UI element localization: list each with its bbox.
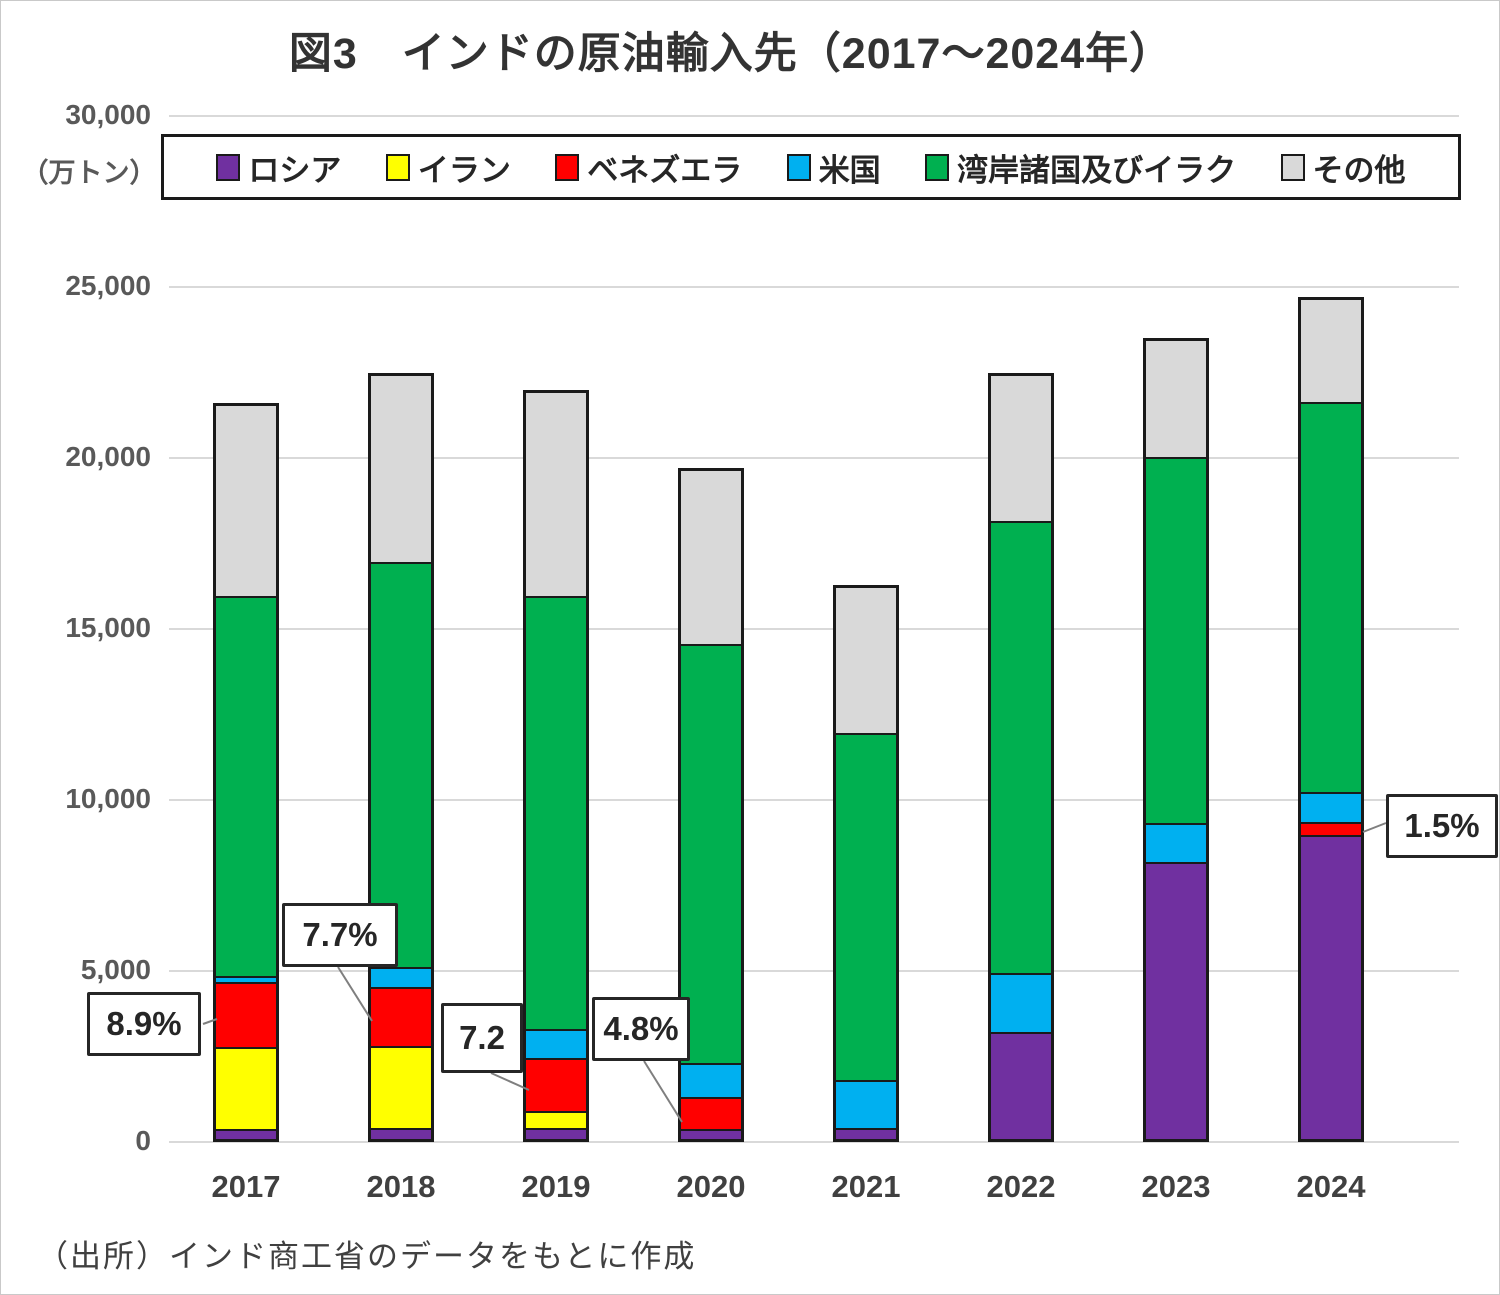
segment-venezuela-2024 bbox=[1301, 822, 1361, 836]
legend-item-others: その他 bbox=[1280, 145, 1406, 190]
legend-label-us: 米国 bbox=[818, 152, 881, 188]
bar-2018 bbox=[368, 372, 434, 1142]
y-tick-label-5000: 5,000 bbox=[80, 954, 151, 985]
legend-item-iran: イラン bbox=[385, 145, 511, 190]
gridline-15000 bbox=[169, 628, 1459, 630]
segment-iran-2019 bbox=[526, 1111, 586, 1129]
segment-iran-2017 bbox=[216, 1047, 276, 1129]
x-tick-label-2018: 2018 bbox=[366, 1169, 436, 1204]
segment-us-2018 bbox=[371, 966, 431, 987]
gridline-10000 bbox=[169, 799, 1459, 801]
legend-item-us: 米国 bbox=[786, 145, 881, 190]
segment-gulf_iraq-2018 bbox=[371, 562, 431, 967]
segment-us-2020 bbox=[681, 1063, 741, 1098]
segment-us-2017 bbox=[216, 976, 276, 983]
segment-russia-2019 bbox=[526, 1128, 586, 1139]
y-axis-unit-label: （万トン） bbox=[21, 158, 157, 188]
segment-gulf_iraq-2019 bbox=[526, 596, 586, 1029]
callout-2020-ベネズエラ: 4.8% bbox=[592, 997, 690, 1061]
segment-gulf_iraq-2023 bbox=[1146, 456, 1206, 824]
legend-item-russia: ロシア bbox=[216, 145, 341, 190]
segment-others-2018 bbox=[371, 375, 431, 563]
x-tick-label-2021: 2021 bbox=[831, 1169, 901, 1204]
y-tick-label-25000: 25,000 bbox=[65, 270, 151, 301]
segment-others-2017 bbox=[216, 406, 276, 597]
segment-us-2023 bbox=[1146, 823, 1206, 863]
y-tick-label-30000: 30,000 bbox=[65, 99, 151, 130]
source-note: （出所）インド商工省のデータをもとに作成 bbox=[37, 1239, 697, 1274]
legend-swatch-others bbox=[1280, 153, 1305, 181]
segment-gulf_iraq-2017 bbox=[216, 596, 276, 977]
segment-others-2023 bbox=[1146, 341, 1206, 457]
y-tick-label-10000: 10,000 bbox=[65, 783, 151, 814]
segment-russia-2023 bbox=[1146, 862, 1206, 1139]
legend: ロシア イラン ベネズエラ 米国 湾岸諸国及びイラク その他 bbox=[161, 134, 1461, 200]
segment-others-2022 bbox=[991, 375, 1051, 522]
bar-2022 bbox=[988, 372, 1054, 1142]
gridline-30000 bbox=[169, 115, 1459, 117]
segment-us-2022 bbox=[991, 972, 1051, 1033]
segment-russia-2020 bbox=[681, 1129, 741, 1139]
callout-2017-ベネズエラ: 8.9% bbox=[87, 992, 201, 1056]
segment-venezuela-2018 bbox=[371, 986, 431, 1046]
y-tick-label-15000: 15,000 bbox=[65, 612, 151, 643]
legend-swatch-us bbox=[786, 153, 811, 181]
bar-2023 bbox=[1143, 338, 1209, 1142]
legend-label-gulf_iraq: 湾岸諸国及びイラク bbox=[957, 152, 1237, 188]
x-tick-label-2022: 2022 bbox=[986, 1169, 1056, 1204]
callout-2024-ベネズエラ: 1.5% bbox=[1386, 794, 1498, 858]
gridline-0 bbox=[169, 1141, 1459, 1143]
segment-others-2021 bbox=[836, 587, 896, 733]
gridline-20000 bbox=[169, 457, 1459, 459]
bar-2021 bbox=[833, 584, 899, 1142]
segment-gulf_iraq-2021 bbox=[836, 733, 896, 1080]
legend-swatch-gulf_iraq bbox=[925, 153, 950, 181]
segment-venezuela-2020 bbox=[681, 1097, 741, 1130]
legend-label-others: その他 bbox=[1312, 152, 1406, 188]
segment-gulf_iraq-2022 bbox=[991, 521, 1051, 973]
segment-iran-2018 bbox=[371, 1045, 431, 1128]
legend-label-venezuela: ベネズエラ bbox=[587, 152, 743, 188]
segment-us-2021 bbox=[836, 1079, 896, 1128]
x-tick-label-2017: 2017 bbox=[211, 1169, 281, 1204]
segment-russia-2018 bbox=[371, 1127, 431, 1139]
bar-2024 bbox=[1298, 297, 1364, 1142]
segment-gulf_iraq-2024 bbox=[1301, 402, 1361, 792]
segment-russia-2021 bbox=[836, 1127, 896, 1139]
legend-swatch-venezuela bbox=[555, 153, 580, 181]
gridline-25000 bbox=[169, 286, 1459, 288]
segment-others-2020 bbox=[681, 471, 741, 645]
bar-2019 bbox=[523, 389, 589, 1142]
gridline-5000 bbox=[169, 970, 1459, 972]
legend-swatch-russia bbox=[216, 153, 241, 181]
y-tick-label-0: 0 bbox=[135, 1125, 151, 1156]
bar-2020 bbox=[678, 468, 744, 1142]
x-tick-label-2020: 2020 bbox=[676, 1169, 746, 1204]
x-tick-label-2019: 2019 bbox=[521, 1169, 591, 1204]
segment-others-2019 bbox=[526, 392, 586, 597]
callout-2019-ベネズエラ: 7.2 bbox=[441, 1003, 523, 1073]
legend-label-iran: イラン bbox=[417, 152, 511, 188]
segment-others-2024 bbox=[1301, 300, 1361, 403]
x-tick-label-2023: 2023 bbox=[1141, 1169, 1211, 1204]
segment-russia-2024 bbox=[1301, 835, 1361, 1139]
segment-venezuela-2017 bbox=[216, 982, 276, 1048]
bar-2017 bbox=[213, 403, 279, 1142]
x-tick-label-2024: 2024 bbox=[1296, 1169, 1366, 1204]
segment-russia-2022 bbox=[991, 1032, 1051, 1139]
segment-russia-2017 bbox=[216, 1128, 276, 1139]
chart-title: 図3 インドの原油輸入先（2017～2024年） bbox=[288, 30, 1174, 78]
legend-label-russia: ロシア bbox=[248, 152, 342, 188]
segment-gulf_iraq-2020 bbox=[681, 644, 741, 1064]
segment-us-2024 bbox=[1301, 791, 1361, 823]
segment-us-2019 bbox=[526, 1028, 586, 1058]
callout-2018-ベネズエラ: 7.7% bbox=[282, 903, 398, 967]
y-tick-label-20000: 20,000 bbox=[65, 441, 151, 472]
segment-venezuela-2019 bbox=[526, 1057, 586, 1112]
legend-item-venezuela: ベネズエラ bbox=[555, 145, 742, 190]
legend-item-gulf_iraq: 湾岸諸国及びイラク bbox=[925, 145, 1236, 190]
legend-swatch-iran bbox=[385, 153, 410, 181]
